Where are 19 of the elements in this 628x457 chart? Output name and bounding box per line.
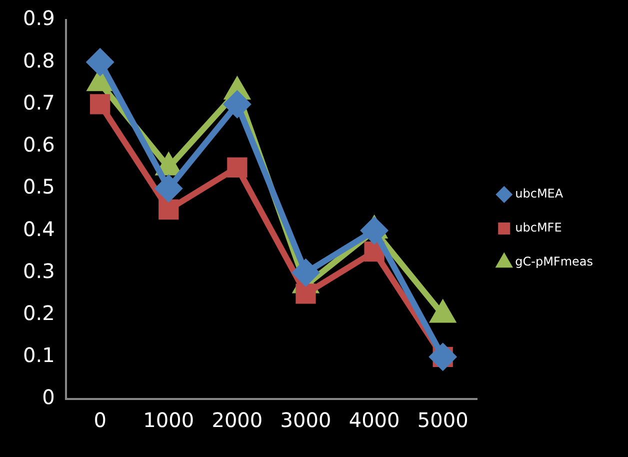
x-tick-label: 2000: [212, 408, 263, 432]
y-tick-label: 0.5: [22, 174, 55, 199]
x-tick-label: 4000: [348, 408, 400, 432]
legend-label: ubcMFE: [515, 220, 562, 235]
y-tick-label: 0.7: [22, 90, 55, 114]
y-tick-label: 0.6: [22, 132, 55, 157]
legend-label: ubcMEA: [515, 186, 564, 201]
y-tick-label: 0.9: [22, 6, 55, 30]
x-tick-label: 1000: [143, 408, 194, 432]
x-tick-label: 0: [94, 408, 106, 432]
y-tick-label: 0.3: [22, 258, 55, 283]
y-tick-label: 0.1: [22, 343, 55, 368]
x-tick-label: 3000: [280, 408, 332, 432]
legend-label: gC-pMFmeas: [515, 254, 594, 269]
y-tick-label: 0: [42, 385, 55, 410]
y-tick-label: 0.2: [22, 300, 55, 325]
x-tick-label: 5000: [417, 408, 468, 432]
y-tick-label: 0.4: [22, 216, 55, 241]
y-tick-label: 0.8: [22, 48, 55, 72]
